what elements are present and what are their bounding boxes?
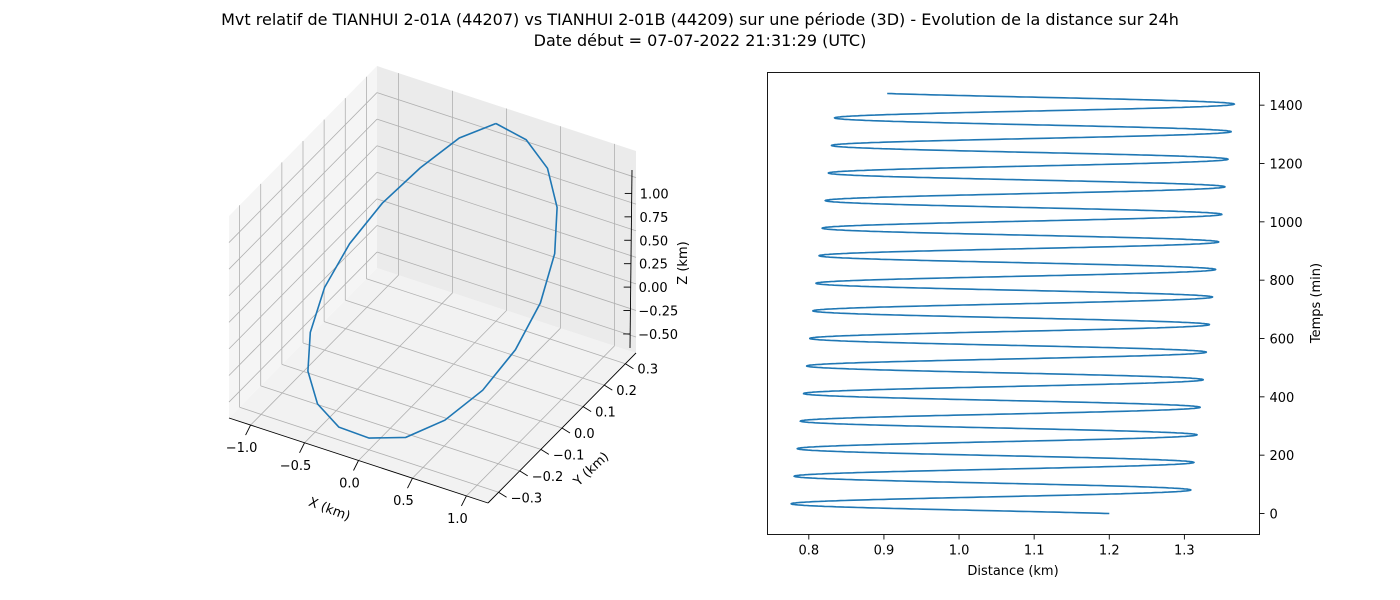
grid-line-z-side bbox=[228, 118, 378, 270]
x-tick-label: 0.0 bbox=[339, 477, 360, 492]
z-tick-label: 0.50 bbox=[639, 234, 668, 249]
distance-series-line bbox=[790, 92, 1236, 515]
z-tick-label: 0.00 bbox=[639, 281, 668, 296]
x-tick-label: 1.3 bbox=[1174, 544, 1195, 559]
grid-line-y-floor bbox=[260, 385, 520, 472]
y-tick-mark bbox=[498, 491, 507, 498]
y-tick-label: 200 bbox=[1270, 449, 1295, 464]
grid-line-z-side bbox=[228, 172, 378, 323]
y-tick-label: 600 bbox=[1270, 333, 1295, 348]
y-tick-label: 0.3 bbox=[637, 363, 658, 378]
grid-line-y-floor bbox=[239, 406, 499, 493]
y-tick-label: −0.1 bbox=[553, 448, 585, 463]
y-tick-label: 800 bbox=[1270, 274, 1295, 289]
z-tick-label: −0.25 bbox=[638, 305, 678, 320]
3d-ticks: −1.0−0.50.00.51.0−0.3−0.2−0.10.00.10.20.… bbox=[226, 187, 678, 526]
y-tick-label: −0.2 bbox=[532, 470, 564, 485]
figure-subtitle: Date début = 07-07-2022 21:31:29 (UTC) bbox=[533, 31, 867, 50]
grid-line-z-back bbox=[376, 225, 637, 311]
z-axis-line bbox=[629, 169, 633, 349]
y-tick-label: 1200 bbox=[1270, 158, 1303, 173]
grid-line-y-floor bbox=[324, 321, 584, 407]
x-tick-mark bbox=[299, 442, 305, 453]
grid-line-z-back bbox=[376, 171, 637, 258]
y-tick-label: −0.3 bbox=[511, 491, 543, 506]
y-tick-label: 400 bbox=[1270, 391, 1295, 406]
y-tick-label: 1000 bbox=[1270, 216, 1303, 231]
grid-line-y-floor bbox=[345, 299, 605, 386]
y-tick-mark bbox=[604, 384, 613, 391]
x-tick-label: −1.0 bbox=[226, 441, 258, 456]
y-tick-label: 0.1 bbox=[595, 406, 616, 421]
grid-line-z-side bbox=[228, 198, 378, 350]
y-tick-mark bbox=[561, 427, 571, 434]
x-axis-label-2d: Distance (km) bbox=[967, 564, 1058, 579]
x-tick-mark bbox=[407, 478, 413, 489]
figure-title: Mvt relatif de TIANHUI 2-01A (44207) vs … bbox=[221, 10, 1179, 29]
y-tick-label: 0 bbox=[1270, 508, 1278, 523]
grid-line-z-side bbox=[228, 145, 378, 297]
grid-line-z-back bbox=[376, 251, 637, 338]
grid-line-z-side bbox=[228, 92, 378, 243]
grid-line-y-floor bbox=[302, 342, 563, 429]
grid-line-z-back bbox=[376, 145, 637, 232]
x-tick-mark bbox=[461, 495, 467, 507]
x-tick-label: 1.1 bbox=[1024, 544, 1045, 559]
grid-line-z-back bbox=[376, 118, 637, 205]
y-tick-label: 0.2 bbox=[616, 384, 637, 399]
y-tick-mark bbox=[625, 363, 634, 370]
x-tick-mark bbox=[245, 424, 251, 436]
z-tick-label: 0.75 bbox=[639, 211, 668, 226]
3d-grid bbox=[228, 73, 637, 497]
x-tick-label: 0.9 bbox=[874, 544, 895, 559]
z-tick-label: 1.00 bbox=[640, 187, 669, 202]
y-axis-label-2d: Temps (min) bbox=[1309, 263, 1324, 344]
grid-line-z-side bbox=[228, 225, 378, 376]
x-tick-label: 1.2 bbox=[1099, 544, 1120, 559]
grid-line-z-side bbox=[228, 251, 378, 403]
x-tick-label: 1.0 bbox=[949, 544, 970, 559]
z-tick-label: −0.50 bbox=[638, 328, 678, 343]
plot-frame bbox=[767, 72, 1260, 535]
z-axis-label-3d: Z (km) bbox=[676, 241, 691, 284]
x-tick-label: −0.5 bbox=[280, 459, 312, 474]
grid-line-y-floor bbox=[366, 278, 626, 365]
x-tick-mark bbox=[353, 460, 359, 471]
grid-line-z-back bbox=[376, 198, 637, 285]
grid-line-y-floor bbox=[281, 364, 541, 450]
x-tick-label: 1.0 bbox=[447, 512, 468, 527]
z-tick-label: 0.25 bbox=[639, 258, 668, 273]
y-tick-label: 1400 bbox=[1270, 99, 1303, 114]
x-tick-label: 0.5 bbox=[393, 494, 414, 509]
orbit-series-line bbox=[307, 122, 558, 439]
y-tick-label: 0.0 bbox=[574, 427, 595, 442]
y-tick-mark bbox=[519, 470, 528, 477]
3d-series bbox=[307, 122, 558, 439]
2d-ticks: 0.8 0.9 1.0 1.1 1.2 1.3 0 200 400 600 800 1000 1200 1… bbox=[798, 99, 1302, 558]
y-tick-mark bbox=[540, 449, 550, 455]
y-tick-mark bbox=[582, 406, 592, 412]
grid-line-z-back bbox=[376, 92, 637, 178]
x-tick-label: 0.8 bbox=[798, 544, 819, 559]
